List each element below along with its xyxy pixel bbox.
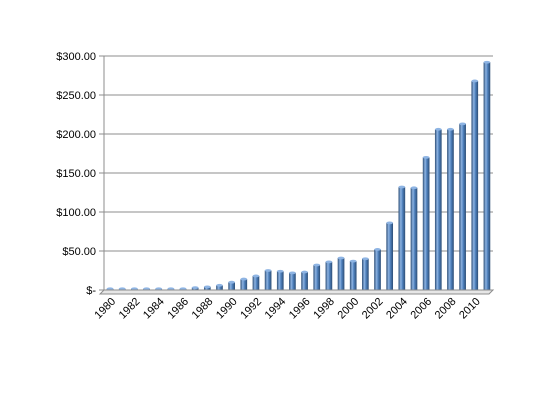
bar xyxy=(313,263,321,290)
x-tick-label: 2000 xyxy=(336,296,362,322)
x-tick-label: 2004 xyxy=(384,296,410,322)
bar xyxy=(264,269,272,290)
y-tick-label: $200.00 xyxy=(56,129,96,141)
x-tick-label: 1998 xyxy=(311,296,337,322)
y-tick-label: $50.00 xyxy=(62,246,96,258)
bar xyxy=(289,271,296,290)
bar xyxy=(362,257,369,290)
y-tick-label: $250.00 xyxy=(56,90,96,102)
bar xyxy=(240,277,248,290)
x-tick-label: 1992 xyxy=(238,296,264,322)
bar xyxy=(349,259,357,290)
y-tick-label: $- xyxy=(86,285,96,297)
x-tick-label: 1994 xyxy=(263,296,289,322)
x-tick-label: 1988 xyxy=(190,296,216,322)
x-tick-label: 1986 xyxy=(165,296,191,322)
axes xyxy=(98,56,495,295)
bar xyxy=(398,185,406,290)
bar xyxy=(374,248,381,290)
x-tick-label: 2006 xyxy=(408,296,434,322)
y-tick-label: $300.00 xyxy=(56,51,96,63)
bar xyxy=(325,260,333,290)
x-tick-label: 2010 xyxy=(457,296,483,322)
bar xyxy=(276,269,284,290)
y-tick-label: $150.00 xyxy=(56,168,96,180)
gridlines xyxy=(99,55,493,291)
bar xyxy=(410,186,418,290)
y-tick-label: $100.00 xyxy=(56,207,96,219)
x-tick-label: 1996 xyxy=(287,296,313,322)
bar xyxy=(386,221,394,290)
bars xyxy=(106,60,491,291)
bar xyxy=(459,122,466,290)
x-tick-label: 1980 xyxy=(92,296,118,322)
bar xyxy=(471,79,479,291)
bar xyxy=(434,127,442,290)
bar xyxy=(422,156,430,290)
bar xyxy=(483,60,491,290)
x-tick-label: 2002 xyxy=(360,296,386,322)
x-axis-labels: 1980198219841986198819901992199419961998… xyxy=(92,296,482,322)
x-tick-label: 1990 xyxy=(214,296,240,322)
x-axis-floor xyxy=(98,289,495,295)
bar xyxy=(301,270,308,290)
x-tick-label: 1984 xyxy=(141,296,167,322)
bar xyxy=(203,285,211,290)
bar xyxy=(228,280,235,290)
bar xyxy=(191,286,199,290)
x-tick-label: 2008 xyxy=(433,296,459,322)
bar xyxy=(447,127,454,290)
bar xyxy=(337,256,345,290)
bar xyxy=(216,283,223,290)
bar xyxy=(252,274,260,290)
x-tick-label: 1982 xyxy=(117,296,143,322)
y-axis-labels: $- $50.00 $100.00 $150.00 $200.00 $250.00 $300… xyxy=(56,51,96,297)
